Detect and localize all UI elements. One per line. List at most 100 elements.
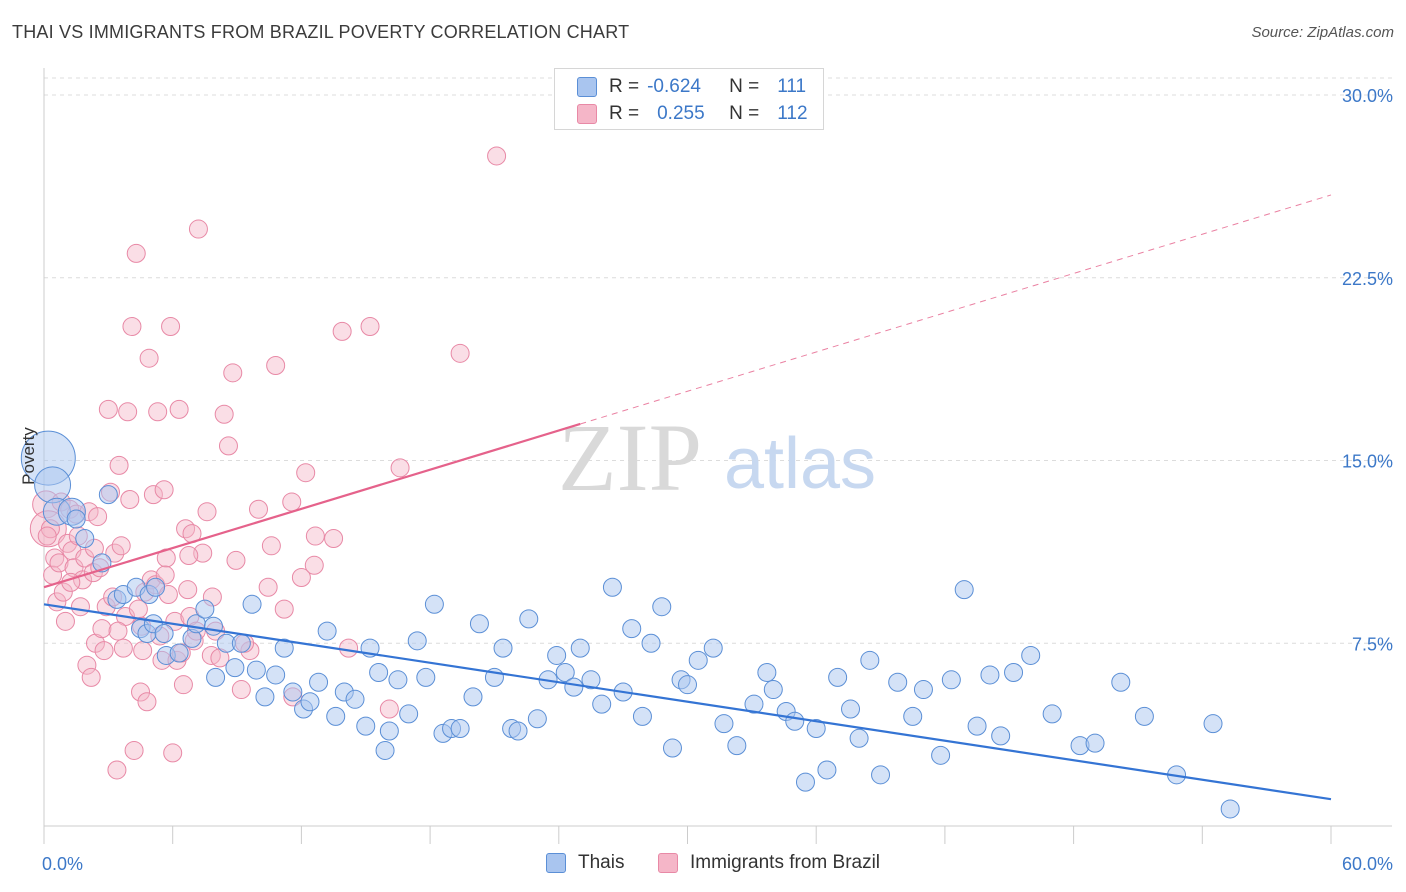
stats-box: R = -0.624 N = 111 R = 0.255 N = 112 (554, 68, 824, 130)
y-tick-label: 30.0% (1342, 86, 1393, 106)
data-point-thai (1085, 733, 1105, 753)
y-axis-label: Poverty (19, 427, 38, 485)
data-point-thai (1220, 799, 1240, 819)
data-point-thai (564, 677, 584, 697)
data-point-thai (309, 672, 329, 692)
data-point-brazil (450, 343, 470, 363)
data-point-brazil (133, 641, 153, 661)
data-point-thai (652, 597, 672, 617)
data-point-thai (849, 728, 869, 748)
data-point-thai (1004, 663, 1024, 683)
data-point-thai (744, 694, 764, 714)
data-point-brazil (148, 402, 168, 422)
data-point-thai (75, 528, 95, 548)
data-point-thai (369, 663, 389, 683)
data-point-thai (1134, 706, 1154, 726)
data-point-brazil (139, 348, 159, 368)
data-point-thai (255, 687, 275, 707)
data-point-brazil (324, 528, 344, 548)
data-point-brazil (193, 543, 213, 563)
data-point-brazil (154, 480, 174, 500)
watermark-atlas: atlas (724, 424, 876, 504)
data-point-thai (375, 740, 395, 760)
data-point-brazil (163, 743, 183, 763)
data-point-thai (991, 726, 1011, 746)
data-point-thai (450, 719, 470, 739)
data-point-thai (678, 675, 697, 695)
data-point-brazil (120, 490, 140, 510)
trend-line-brazil-extension (580, 194, 1332, 425)
data-point-thai (66, 509, 86, 529)
data-point-thai (231, 633, 251, 653)
data-point-brazil (124, 740, 144, 760)
data-point-brazil (339, 638, 359, 658)
data-point-brazil (126, 243, 146, 263)
brazil-points (29, 146, 507, 780)
data-point-brazil (291, 567, 311, 587)
data-point-brazil (226, 550, 246, 570)
n-label: N = (729, 76, 760, 97)
data-point-brazil (109, 455, 129, 475)
trend-lines (43, 194, 1332, 801)
data-point-brazil (282, 492, 302, 512)
data-point-thai (266, 665, 286, 685)
y-tick-label: 15.0% (1342, 452, 1393, 472)
trend-line-brazil (43, 422, 581, 589)
data-point-brazil (223, 363, 243, 383)
data-point-brazil (197, 502, 217, 522)
data-point-thai (1042, 704, 1062, 724)
data-point-thai (407, 631, 427, 651)
data-point-thai (913, 680, 933, 700)
y-tick-label: 7.5% (1352, 634, 1393, 654)
data-point-thai (154, 624, 174, 644)
data-point-thai (463, 687, 483, 707)
data-point-brazil (179, 546, 199, 566)
data-point-thai (555, 663, 575, 683)
data-point-thai (954, 580, 974, 600)
data-point-brazil (274, 599, 294, 619)
data-point-brazil (105, 543, 125, 563)
data-point-thai (641, 633, 661, 653)
data-point-thai (828, 667, 848, 687)
data-point-thai (785, 711, 805, 731)
data-point-thai (206, 667, 226, 687)
data-point-brazil (107, 760, 127, 780)
y-tick-label: 22.5% (1342, 269, 1393, 289)
data-point-thai (416, 667, 436, 687)
grid-lines (44, 77, 1392, 644)
data-point-thai (703, 638, 723, 658)
data-point-thai (469, 614, 489, 634)
data-point-brazil (108, 621, 128, 641)
data-point-thai (508, 721, 528, 741)
data-point-brazil (88, 507, 108, 527)
data-point-thai (246, 660, 266, 680)
data-point-thai (356, 716, 376, 736)
legend-item-thais[interactable]: Thais (546, 852, 624, 874)
data-point-thai (195, 599, 215, 619)
data-point-thai (941, 670, 961, 690)
data-point-thai (424, 594, 444, 614)
data-point-brazil (379, 699, 399, 719)
data-point-thai (1203, 714, 1223, 734)
data-point-thai (841, 699, 861, 719)
data-point-thai (931, 745, 951, 765)
data-point-thai (727, 736, 747, 756)
trend-line-thais (43, 603, 1332, 801)
data-point-thai (146, 577, 166, 597)
data-point-thai (225, 658, 245, 678)
legend-item-brazil[interactable]: Immigrants from Brazil (658, 852, 880, 874)
data-point-thai (527, 709, 547, 729)
data-point-brazil (49, 553, 69, 573)
n-value-thais: 111 (777, 76, 807, 97)
data-point-brazil (169, 399, 189, 419)
data-point-thai (203, 616, 223, 636)
data-point-brazil (137, 692, 157, 712)
data-point-brazil (143, 485, 163, 505)
data-point-thai (547, 645, 567, 665)
data-point-thai (519, 609, 539, 629)
data-point-thai (317, 621, 337, 641)
data-point-thai (493, 638, 513, 658)
data-point-thai (34, 466, 72, 504)
data-point-thai (326, 706, 346, 726)
